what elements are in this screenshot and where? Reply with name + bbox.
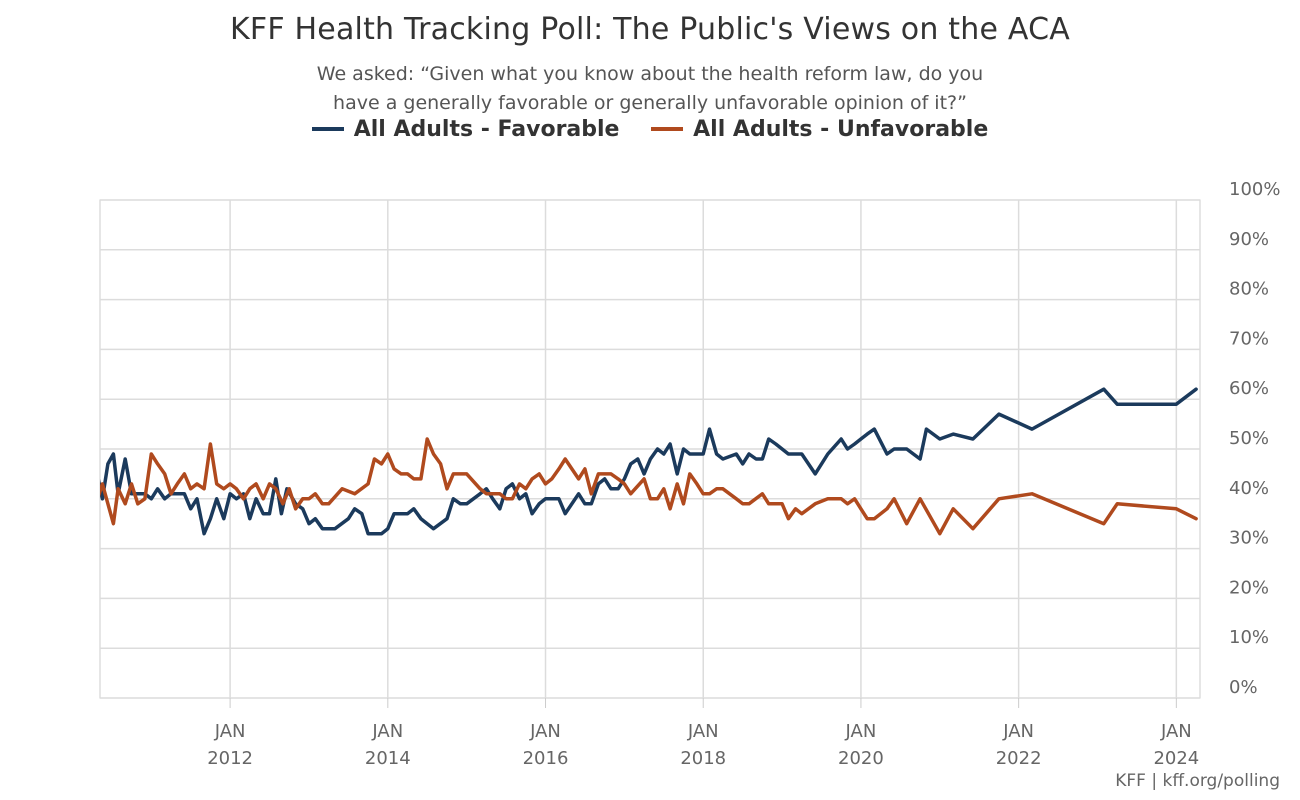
legend-label-unfavorable: All Adults - Unfavorable [693,116,989,142]
chart-subtitle: We asked: “Given what you know about the… [316,63,984,114]
legend-swatch-favorable [311,127,344,131]
y-tick-label: 90% [1229,229,1269,250]
chart-credits[interactable]: KFF | kff.org/polling [1115,771,1280,791]
x-tick-label-year: 2012 [207,748,253,769]
x-tick-label-year: 2016 [523,748,569,769]
x-tick-label-month: JAN [687,721,719,742]
legend-swatch-unfavorable [651,127,684,131]
x-tick-label-year: 2014 [365,748,411,769]
x-tick-label-month: JAN [371,721,403,742]
legend-item-favorable[interactable]: All Adults - Favorable [311,116,620,142]
chart-title: KFF Health Tracking Poll: The Public's V… [230,12,1070,47]
x-tick-label-month: JAN [1002,721,1034,742]
x-tick-label-year: 2024 [1153,748,1199,769]
y-tick-label: 40% [1229,478,1269,499]
y-tick-label: 10% [1229,627,1269,648]
series-line-favorable [100,387,1198,536]
legend: All Adults - Favorable All Adults - Unfa… [0,112,1300,142]
y-tick-label: 0% [1229,677,1258,698]
y-tick-label: 80% [1229,279,1269,300]
x-tick-label-month: JAN [845,721,877,742]
legend-item-unfavorable[interactable]: All Adults - Unfavorable [651,117,988,142]
y-tick-label: 50% [1229,428,1269,449]
y-tick-label: 20% [1229,577,1269,598]
y-tick-label: 30% [1229,528,1269,549]
legend-label-favorable: All Adults - Favorable [353,116,620,142]
x-tick-label-month: JAN [1160,721,1192,742]
x-tick-label-year: 2018 [680,748,726,769]
y-tick-label: 100% [1229,179,1280,200]
y-tick-label: 70% [1229,328,1269,349]
x-tick-label-year: 2020 [838,748,884,769]
x-tick-label-month: JAN [529,721,561,742]
x-tick-label-year: 2022 [996,748,1042,769]
y-tick-label: 60% [1229,378,1269,399]
x-tick-label-month: JAN [214,721,246,742]
series-line-unfavorable [100,437,1198,536]
